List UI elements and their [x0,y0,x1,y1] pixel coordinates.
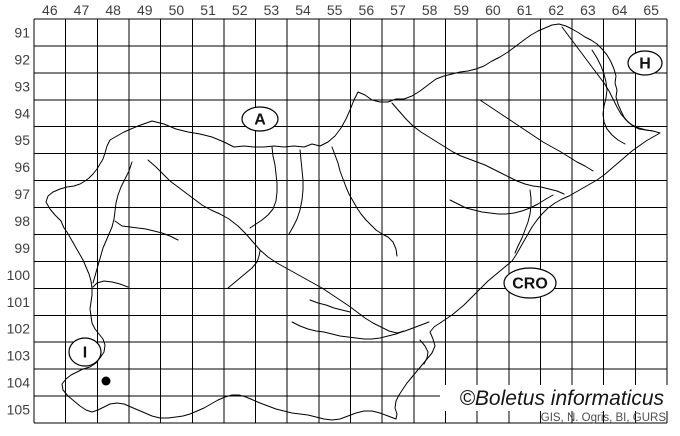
country-label-ellipse [503,267,557,299]
attribution-text: GIS, N. Ogris, BI, GURS [541,412,667,424]
grid-col-label: 48 [105,2,121,18]
grid-row-label: 94 [14,105,30,121]
grid-col-label: 50 [169,2,185,18]
grid-col-label: 54 [295,2,311,18]
grid-col-label: 61 [517,2,533,18]
country-label-text: CRO [512,276,548,293]
country-label-text: A [254,112,266,129]
grid-row-label: 97 [14,186,30,202]
grid-col-label: 65 [643,2,659,18]
country-label-croatia: CRO [503,267,557,299]
river-path [391,102,565,195]
map-grid [33,18,668,424]
copyright-backdrop [440,385,674,411]
grid-col-label: 46 [42,2,58,18]
river-path [561,26,654,132]
river-path [291,321,405,340]
river-path [92,161,133,284]
country-label-hungary: H [627,50,663,76]
river-path [591,49,626,145]
grid-row-labels: 91 92 93 94 95 96 97 98 99 100 101 102 103 104 105 [7,24,31,417]
grid-col-label: 56 [359,2,375,18]
river-path [479,99,594,172]
country-label-italy: I [68,337,102,367]
grid-col-label: 60 [485,2,501,18]
rivers [92,26,654,365]
grid-col-label: 62 [548,2,564,18]
occurrence-dot [101,376,111,386]
river-path [114,220,179,241]
river-path [331,146,398,257]
grid-col-label: 49 [137,2,153,18]
river-path [514,189,532,254]
grid-row-label: 98 [14,213,30,229]
river-path [92,280,129,288]
grid-row-label: 105 [7,402,31,418]
occurrence-markers [101,376,111,386]
grid-row-label: 102 [7,321,31,337]
grid-col-label: 63 [580,2,596,18]
grid-col-label: 55 [327,2,343,18]
grid-col-label: 58 [422,2,438,18]
grid-row-label: 91 [14,24,30,40]
neighbor-country-labels: A H CRO I [68,50,663,367]
country-border-path [45,23,661,421]
river-path [309,299,351,313]
grid-row-label: 96 [14,159,30,175]
grid-row-label: 92 [14,51,30,67]
grid-row-label: 104 [7,375,31,391]
river-path [288,149,304,235]
country-label-ellipse [241,106,279,132]
river-path [449,194,554,215]
grid-col-label: 59 [453,2,469,18]
grid-row-label: 93 [14,78,30,94]
copyright-text: ©Boletus informaticus [459,387,664,410]
river-path [147,159,430,334]
grid-col-label: 57 [390,2,406,18]
grid-column-labels: 46 47 48 49 50 51 52 53 54 55 56 57 58 59 60 61 62 63 64 65 [42,2,659,18]
river-path [249,146,278,229]
grid-col-label: 53 [264,2,280,18]
country-label-austria: A [241,106,279,132]
country-label-text: I [83,345,87,362]
grid-col-label: 64 [612,2,628,18]
grid-col-label: 52 [232,2,248,18]
river-path [227,250,261,289]
country-label-ellipse [68,337,102,367]
country-border [45,23,661,421]
grid-row-label: 103 [7,348,31,364]
grid-row-label: 99 [14,240,30,256]
grid-row-label: 100 [7,267,31,283]
grid-col-label: 51 [200,2,216,18]
grid-row-label: 101 [7,294,31,310]
country-label-ellipse [627,50,663,76]
grid-col-label: 47 [74,2,90,18]
country-label-text: H [639,56,651,73]
river-path [419,339,429,365]
grid-row-label: 95 [14,132,30,148]
